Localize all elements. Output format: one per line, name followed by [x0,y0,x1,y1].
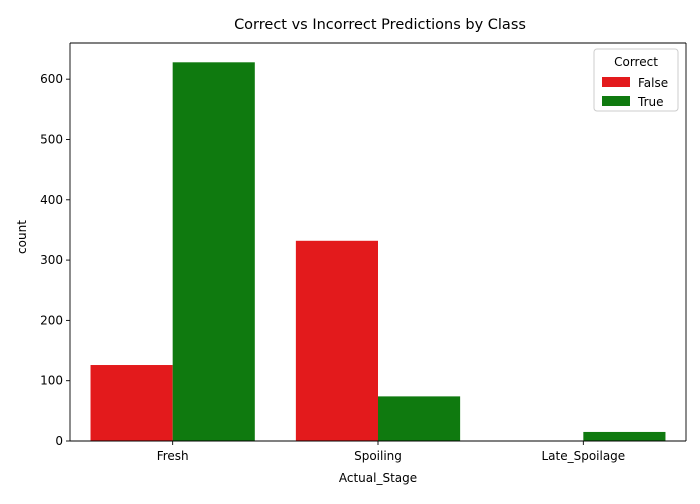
y-tick-label: 500 [40,132,63,146]
x-tick-label: Late_Spoilage [541,449,625,463]
y-tick-label: 400 [40,193,63,207]
chart-title: Correct vs Incorrect Predictions by Clas… [234,17,526,33]
legend-frame [593,48,679,112]
bar-true-fresh [172,62,255,442]
bar-true-spoiling [378,396,461,441]
x-tick-label: Fresh [157,449,189,463]
y-tick-label: 600 [40,72,63,86]
legend-swatch-false [602,77,630,87]
y-tick-label: 100 [40,374,63,388]
x-axis-label: Actual_Stage [339,471,417,485]
axes-layer: 0 100 200 300 400 500 600 Fresh Spoiling Late_Spo… [40,42,687,463]
y-tick-label: 300 [40,253,63,267]
y-tick-label: 0 [55,434,63,448]
bar-false-fresh [90,365,173,441]
bar-true-late_spoilage [583,431,666,441]
legend-title: Correct [614,55,658,69]
legend: Correct False True [593,48,679,112]
legend-swatch-true [602,96,630,106]
bars-layer [90,62,666,442]
y-axis-label: count [15,220,29,254]
bar-false-spoiling [295,240,378,441]
legend-label-false: False [638,76,668,90]
x-tick-label: Spoiling [354,449,402,463]
y-tick-label: 200 [40,313,63,327]
legend-label-true: True [637,95,664,109]
